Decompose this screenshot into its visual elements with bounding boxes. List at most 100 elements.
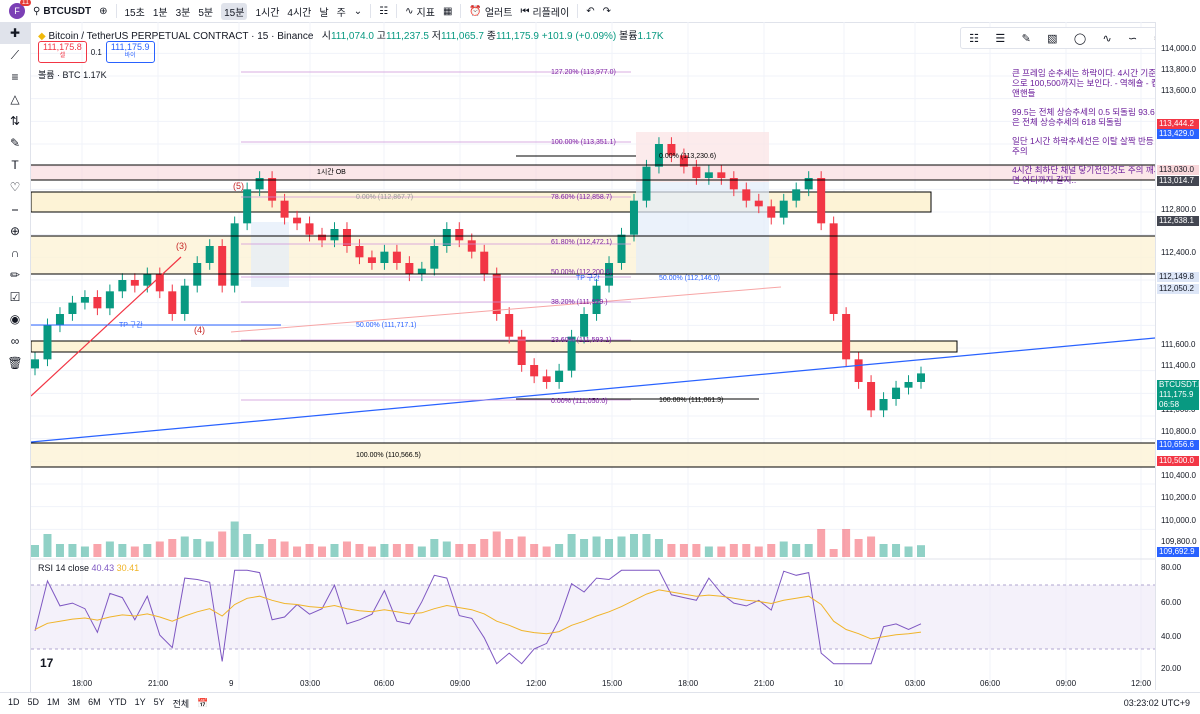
- range-0[interactable]: 1D: [8, 697, 20, 707]
- range-4[interactable]: 6M: [88, 697, 101, 707]
- range-2[interactable]: 1M: [47, 697, 60, 707]
- alarm-clock-icon: ⏰: [469, 5, 482, 17]
- compare-symbol-button[interactable]: ⊕: [99, 6, 107, 17]
- range-5[interactable]: YTD: [108, 697, 127, 707]
- candle-body: [268, 178, 277, 201]
- fib-tool[interactable]: ≡: [0, 66, 30, 88]
- interval-5[interactable]: 1시간: [255, 7, 280, 19]
- price-tag: 110,500.0: [1157, 456, 1199, 466]
- alert-button[interactable]: ⏰ 얼러트: [469, 4, 512, 19]
- analysis-note[interactable]: 큰 프레임 순추세는 하락이다. 4시간 기준으로 100,500까지는 보인다…: [1012, 68, 1162, 194]
- legend-open: 111,074.0: [330, 31, 374, 42]
- volume-bar: [417, 546, 426, 557]
- crosshair-tool[interactable]: ✚: [0, 22, 30, 44]
- exchange-logo-icon: ◆: [38, 31, 46, 42]
- shapes-tool[interactable]: ✎: [0, 132, 30, 154]
- undo-button[interactable]: ↶: [586, 6, 594, 17]
- price-axis[interactable]: 114,000.0113,800.0113,600.0113,200.0112,…: [1155, 22, 1200, 690]
- curve-icon[interactable]: ∽: [1128, 32, 1138, 45]
- remove-drawings-tool[interactable]: 🗑: [0, 352, 30, 374]
- price-chart[interactable]: 127.20% (113,977.0) 100.00% (113,351.1) 0.…: [31, 22, 1155, 690]
- goto-date-button[interactable]: 📅: [197, 698, 208, 709]
- icons-tool[interactable]: ♡: [0, 176, 30, 198]
- link-tool[interactable]: ∞: [0, 330, 30, 352]
- candle-body: [767, 206, 776, 218]
- fill-icon[interactable]: ▧: [1047, 32, 1058, 45]
- redo-button[interactable]: ↷: [603, 6, 611, 17]
- circle-icon[interactable]: ◯: [1073, 32, 1087, 45]
- crosshair-icon: ✚: [9, 26, 21, 40]
- interval-7[interactable]: 날: [319, 7, 329, 19]
- brush-icon[interactable]: ✎: [1021, 32, 1031, 45]
- line-color-icon[interactable]: ☰: [995, 32, 1006, 45]
- interval-8[interactable]: 주: [336, 7, 346, 19]
- volume-bar: [367, 546, 376, 557]
- range-list: 1D 5D 1M 3M 6M YTD 1Y 5Y 전체: [0, 697, 189, 710]
- candle-body: [692, 166, 701, 178]
- interval-3[interactable]: 5분: [198, 7, 214, 19]
- volume-bar: [68, 544, 77, 557]
- range-1[interactable]: 5D: [27, 697, 40, 707]
- bottom-zone: [31, 443, 1155, 467]
- interval-0[interactable]: 15초: [124, 7, 145, 19]
- price-tag: 111,175.9: [1157, 390, 1199, 400]
- price-tag: 112,638.1: [1157, 216, 1199, 226]
- zoom-tool[interactable]: ⊕: [0, 220, 30, 242]
- time-axis-label: 09:00: [450, 679, 471, 688]
- user-avatar[interactable]: F 11: [9, 0, 31, 19]
- chart-label: (3): [176, 241, 187, 251]
- volume-bar: [792, 544, 801, 557]
- interval-6[interactable]: 4시간: [287, 7, 312, 19]
- trend-line: [31, 337, 1155, 443]
- range-7[interactable]: 5Y: [153, 697, 165, 707]
- notification-badge: 11: [19, 0, 31, 6]
- trendline-tool[interactable]: ⟋: [0, 44, 30, 66]
- hide-drawings-tool[interactable]: ◉: [0, 308, 30, 330]
- candle-body: [617, 234, 626, 263]
- candle-body: [243, 189, 252, 224]
- candle-body: [180, 285, 189, 314]
- sell-button[interactable]: 111,175.8 셀: [38, 41, 87, 63]
- pattern-tool[interactable]: △: [0, 88, 30, 110]
- range-8[interactable]: 전체: [172, 699, 190, 709]
- price-axis-label: 114,000.0: [1161, 44, 1196, 53]
- template-icon[interactable]: ☷: [969, 32, 980, 45]
- indicators-button[interactable]: ∿ 지표: [405, 4, 435, 19]
- plus-circle-icon: ⊕: [99, 5, 108, 17]
- interval-2[interactable]: 3분: [175, 7, 191, 19]
- interval-4[interactable]: 15분: [221, 2, 248, 20]
- buy-button[interactable]: 111,175.9 바이: [105, 41, 155, 63]
- bar-style-button[interactable]: ☷: [379, 6, 388, 17]
- text-tool[interactable]: T: [0, 154, 30, 176]
- legend-title[interactable]: Bitcoin / TetherUS PERPETUAL CONTRACT · …: [48, 31, 314, 42]
- link-icon: ∞: [10, 334, 20, 348]
- measure-tool[interactable]: ⎯: [0, 198, 30, 220]
- candles-icon: ☷: [379, 5, 389, 17]
- bottom-toolbar: 1D 5D 1M 3M 6M YTD 1Y 5Y 전체 📅 03:23:02 UTC+9: [0, 692, 1200, 714]
- volume-bar: [43, 534, 52, 557]
- templates-button[interactable]: ▦: [443, 6, 452, 17]
- range-6[interactable]: 1Y: [134, 697, 146, 707]
- lock-drawings-tool[interactable]: ☑: [0, 286, 30, 308]
- indicators-label: 지표: [416, 7, 435, 19]
- forecast-tool[interactable]: ⇅: [0, 110, 30, 132]
- wave-icon[interactable]: ∿: [1102, 32, 1112, 45]
- stay-drawing-tool[interactable]: ✏: [0, 264, 30, 286]
- candle-body: [629, 200, 638, 235]
- range-3[interactable]: 3M: [67, 697, 81, 707]
- candle-body: [380, 251, 389, 263]
- time-axis-label: 03:00: [300, 679, 321, 688]
- interval-1[interactable]: 1분: [152, 7, 168, 19]
- candle-body: [467, 240, 476, 252]
- clock-label[interactable]: 03:23:02 UTC+9: [1123, 698, 1190, 708]
- volume-bar: [467, 544, 476, 557]
- volume-bar: [143, 544, 152, 557]
- ruler-icon: ⎯: [11, 201, 18, 216]
- symbol-label: BTCUSDT: [43, 5, 92, 17]
- replay-button[interactable]: ⏮ 리플레이: [520, 4, 569, 19]
- legend-close: 111,175.9: [495, 31, 539, 42]
- magnet-tool[interactable]: ∩: [0, 242, 30, 264]
- interval-dropdown-button[interactable]: ⌄: [354, 6, 362, 17]
- indicators-icon: ∿: [405, 5, 414, 17]
- symbol-search-button[interactable]: ⚲ BTCUSDT: [33, 6, 91, 17]
